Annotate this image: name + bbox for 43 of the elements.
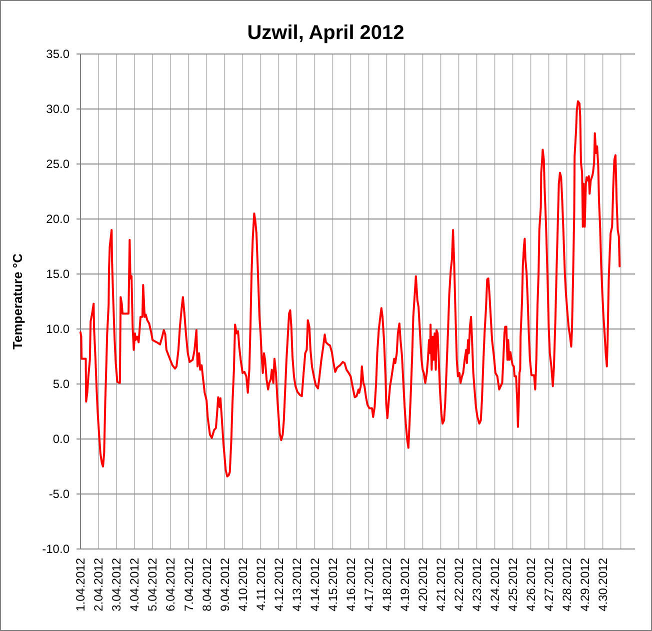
y-tick-label: 30.0 <box>46 102 70 116</box>
x-tick-label: 1.04.2012 <box>74 558 88 612</box>
y-tick-label: -10.0 <box>42 542 70 556</box>
x-tick-label: 4.22.2012 <box>452 558 466 612</box>
x-tick-label: 9.04.2012 <box>218 558 232 612</box>
x-tick-label: 4.16.2012 <box>344 558 358 612</box>
x-tick-label: 7.04.2012 <box>182 558 196 612</box>
x-tick-label: 4.15.2012 <box>326 558 340 612</box>
line-series <box>80 100 621 478</box>
x-tick-label: 2.04.2012 <box>92 558 106 612</box>
y-tick-label: 15.0 <box>46 266 70 281</box>
x-tick-label: 4.21.2012 <box>434 558 448 612</box>
x-tick-label: 4.30.2012 <box>596 558 610 612</box>
y-tick-label: 35.0 <box>46 46 70 61</box>
x-tick-label: 6.04.2012 <box>164 558 178 612</box>
x-tick-label: 4.28.2012 <box>560 558 574 612</box>
y-tick-label: 0.0 <box>52 432 70 446</box>
x-tick-label: 4.25.2012 <box>506 558 520 612</box>
y-tick-label: 5.0 <box>52 376 70 391</box>
x-tick-label: 4.12.2012 <box>272 558 286 612</box>
x-tick-label: 4.29.2012 <box>578 558 592 612</box>
x-tick-label: 4.14.2012 <box>308 558 322 612</box>
x-tick-label: 4.26.2012 <box>524 558 538 612</box>
x-tick-label: 4.20.2012 <box>416 558 430 612</box>
x-tick-label: 8.04.2012 <box>200 558 214 612</box>
y-tick-label: -5.0 <box>48 486 70 501</box>
x-tick-label: 4.27.2012 <box>542 558 556 612</box>
x-tick-label: 5.04.2012 <box>146 558 160 612</box>
y-tick-label: 25.0 <box>46 156 70 171</box>
x-tick-label: 4.13.2012 <box>290 558 304 612</box>
x-tick-label: 4.10.2012 <box>236 558 250 612</box>
x-tick-label: 4.04.2012 <box>128 558 142 612</box>
x-tick-label: 4.11.2012 <box>254 558 268 610</box>
x-tick-label: 4.19.2012 <box>398 558 412 612</box>
x-tick-label: 4.18.2012 <box>380 558 394 612</box>
x-tick-label: 4.23.2012 <box>470 558 484 612</box>
y-tick-label: 20.0 <box>46 212 70 226</box>
x-tick-label: 4.17.2012 <box>362 558 376 612</box>
x-tick-label: 3.04.2012 <box>110 558 124 612</box>
y-tick-label: 10.0 <box>46 322 70 336</box>
x-tick-label: 4.24.2012 <box>488 558 502 612</box>
chart-title: Uzwil, April 2012 <box>247 22 404 44</box>
y-axis-title: Temperature °C <box>10 252 25 350</box>
